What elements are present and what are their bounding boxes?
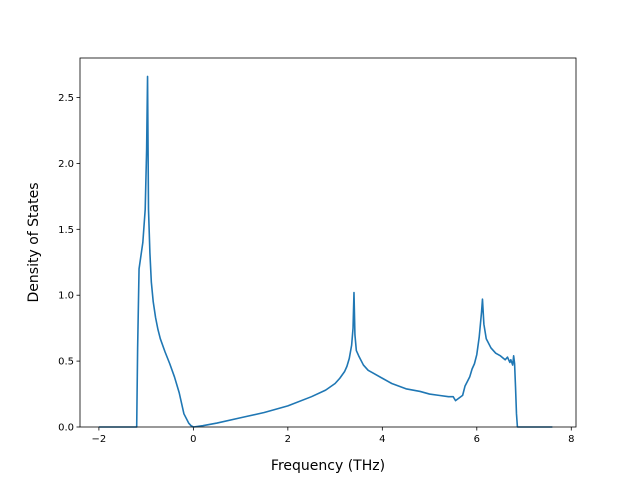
x-tick-label: 6 (474, 434, 480, 445)
y-tick-label: 2.5 (58, 93, 74, 104)
y-tick-label: 0.5 (58, 357, 74, 368)
plot-area-frame (79, 57, 577, 428)
y-tick-label: 1.0 (58, 291, 74, 302)
x-tick-label: −2 (92, 434, 107, 445)
ticks-layer: −2 0 2 4 6 8 0.0 0.5 1.0 1.5 2.0 2.5 (58, 93, 574, 445)
y-tick-label: 2.0 (58, 159, 74, 170)
x-tick-label: 0 (190, 434, 196, 445)
y-tick-label: 1.5 (58, 225, 74, 236)
y-tick-label: 0.0 (58, 423, 74, 434)
x-tick-label: 8 (568, 434, 574, 445)
dos-series-line (98, 75, 553, 428)
x-axis-label: Frequency (THz) (271, 458, 385, 474)
x-tick-label: 4 (379, 434, 385, 445)
x-tick-label: 2 (285, 434, 291, 445)
y-axis-label: Density of States (26, 183, 42, 303)
